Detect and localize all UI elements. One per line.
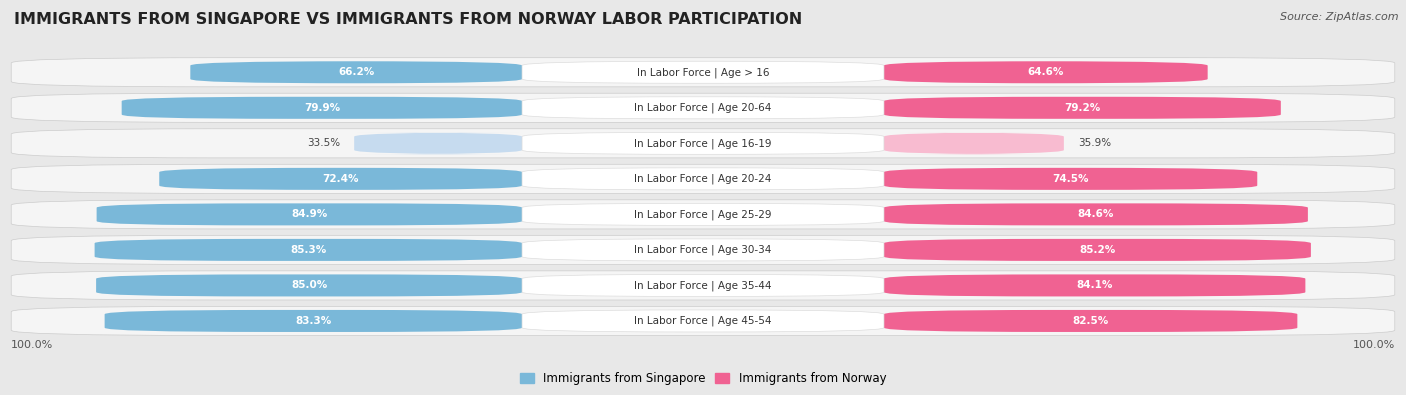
- FancyBboxPatch shape: [522, 310, 884, 332]
- FancyBboxPatch shape: [11, 129, 1395, 158]
- FancyBboxPatch shape: [522, 168, 884, 190]
- Text: 35.9%: 35.9%: [1078, 138, 1111, 148]
- FancyBboxPatch shape: [11, 307, 1395, 335]
- Text: 100.0%: 100.0%: [1353, 340, 1395, 350]
- Text: 84.6%: 84.6%: [1078, 209, 1114, 219]
- FancyBboxPatch shape: [97, 203, 522, 226]
- FancyBboxPatch shape: [522, 97, 884, 119]
- Text: In Labor Force | Age 35-44: In Labor Force | Age 35-44: [634, 280, 772, 291]
- Text: 66.2%: 66.2%: [337, 67, 374, 77]
- Text: 100.0%: 100.0%: [11, 340, 53, 350]
- FancyBboxPatch shape: [884, 203, 1308, 226]
- FancyBboxPatch shape: [522, 132, 884, 154]
- Text: 84.9%: 84.9%: [291, 209, 328, 219]
- FancyBboxPatch shape: [884, 168, 1257, 190]
- FancyBboxPatch shape: [884, 275, 1305, 296]
- Text: In Labor Force | Age 45-54: In Labor Force | Age 45-54: [634, 316, 772, 326]
- FancyBboxPatch shape: [884, 97, 1281, 119]
- FancyBboxPatch shape: [104, 310, 522, 332]
- FancyBboxPatch shape: [522, 203, 884, 226]
- Text: 84.1%: 84.1%: [1077, 280, 1114, 290]
- Text: In Labor Force | Age 25-29: In Labor Force | Age 25-29: [634, 209, 772, 220]
- Text: 72.4%: 72.4%: [322, 174, 359, 184]
- FancyBboxPatch shape: [11, 58, 1395, 87]
- Text: 85.3%: 85.3%: [290, 245, 326, 255]
- FancyBboxPatch shape: [190, 61, 522, 83]
- FancyBboxPatch shape: [122, 97, 522, 119]
- FancyBboxPatch shape: [96, 275, 522, 296]
- Text: In Labor Force | Age > 16: In Labor Force | Age > 16: [637, 67, 769, 77]
- Text: Source: ZipAtlas.com: Source: ZipAtlas.com: [1281, 12, 1399, 22]
- FancyBboxPatch shape: [884, 239, 1310, 261]
- Legend: Immigrants from Singapore, Immigrants from Norway: Immigrants from Singapore, Immigrants fr…: [515, 367, 891, 390]
- Text: In Labor Force | Age 20-64: In Labor Force | Age 20-64: [634, 103, 772, 113]
- FancyBboxPatch shape: [354, 132, 522, 154]
- Text: 83.3%: 83.3%: [295, 316, 332, 326]
- FancyBboxPatch shape: [522, 239, 884, 261]
- Text: In Labor Force | Age 20-24: In Labor Force | Age 20-24: [634, 173, 772, 184]
- Text: In Labor Force | Age 30-34: In Labor Force | Age 30-34: [634, 245, 772, 255]
- FancyBboxPatch shape: [884, 61, 1208, 83]
- FancyBboxPatch shape: [94, 239, 522, 261]
- FancyBboxPatch shape: [522, 61, 884, 83]
- FancyBboxPatch shape: [11, 235, 1395, 265]
- Text: 79.9%: 79.9%: [304, 103, 340, 113]
- Text: 82.5%: 82.5%: [1073, 316, 1109, 326]
- FancyBboxPatch shape: [11, 93, 1395, 122]
- FancyBboxPatch shape: [11, 271, 1395, 300]
- Text: 85.0%: 85.0%: [291, 280, 328, 290]
- Text: 85.2%: 85.2%: [1080, 245, 1115, 255]
- FancyBboxPatch shape: [11, 200, 1395, 229]
- Text: 33.5%: 33.5%: [307, 138, 340, 148]
- Text: 64.6%: 64.6%: [1028, 67, 1064, 77]
- FancyBboxPatch shape: [884, 132, 1064, 154]
- FancyBboxPatch shape: [159, 168, 522, 190]
- Text: 74.5%: 74.5%: [1052, 174, 1088, 184]
- Text: 79.2%: 79.2%: [1064, 103, 1101, 113]
- Text: IMMIGRANTS FROM SINGAPORE VS IMMIGRANTS FROM NORWAY LABOR PARTICIPATION: IMMIGRANTS FROM SINGAPORE VS IMMIGRANTS …: [14, 12, 803, 27]
- Text: In Labor Force | Age 16-19: In Labor Force | Age 16-19: [634, 138, 772, 149]
- FancyBboxPatch shape: [884, 310, 1298, 332]
- FancyBboxPatch shape: [11, 164, 1395, 194]
- FancyBboxPatch shape: [522, 275, 884, 296]
